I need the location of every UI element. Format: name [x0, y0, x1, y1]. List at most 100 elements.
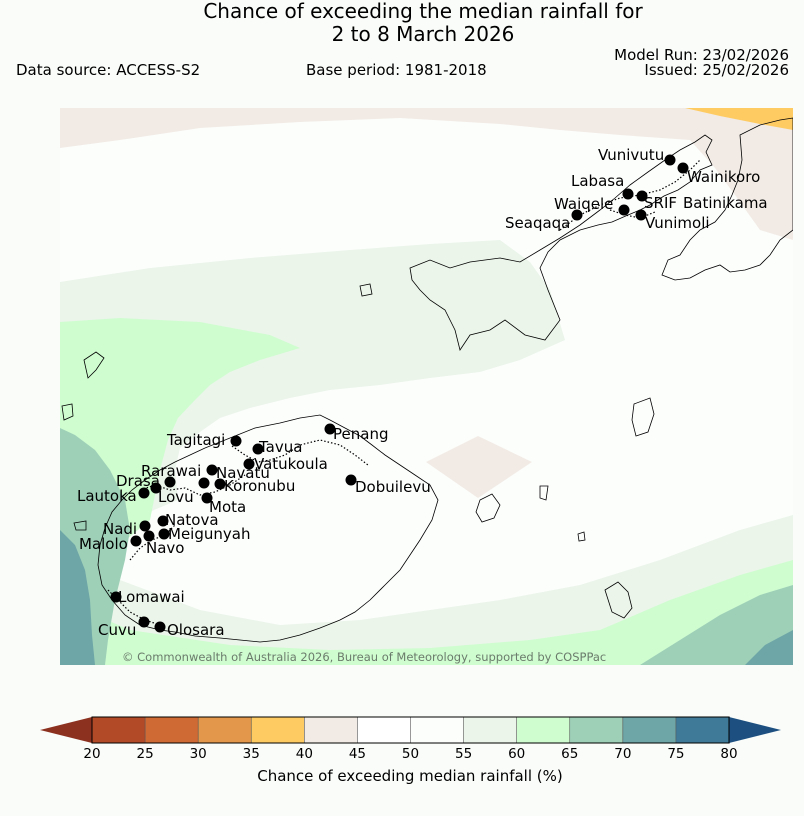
place-label: Mota	[209, 498, 246, 516]
island-coast	[83, 351, 105, 379]
probability-map: Vunivutu Wainikoro Labasa Waiqele SRIF B…	[60, 108, 793, 665]
place-label: Waiqele	[554, 195, 613, 213]
copyright-notice: © Commonwealth of Australia 2026, Bureau…	[122, 650, 606, 664]
viti-levu-coast	[97, 414, 439, 643]
place-label: Drasa	[116, 472, 160, 490]
marker-wainikoro[interactable]	[677, 162, 689, 174]
colorbar-tick-label: 35	[243, 746, 260, 762]
marker-navatu[interactable]	[198, 477, 210, 489]
marker-seaqaqa[interactable]	[571, 209, 583, 221]
island-coast	[577, 531, 586, 542]
colorbar-segment	[622, 716, 677, 744]
place-label: Vatukoula	[254, 455, 328, 473]
model-run: Model Run: 23/02/2026	[614, 46, 789, 64]
marker-mota[interactable]	[201, 492, 213, 504]
colorbar-tick-label: 70	[614, 746, 631, 762]
place-label: Wainikoro	[687, 168, 760, 186]
place-label: Vunivutu	[598, 146, 664, 164]
marker-nadi[interactable]	[139, 520, 151, 532]
place-label: Tagitagi	[166, 431, 225, 449]
chart-title: Chance of exceeding the median rainfall …	[0, 0, 804, 46]
zone-70-75-southeast	[745, 630, 793, 665]
marker-malolo[interactable]	[130, 535, 142, 547]
marker-lovu[interactable]	[150, 482, 162, 494]
place-label: Vunimoli	[645, 214, 710, 232]
place-label: Lomawai	[118, 588, 185, 606]
data-source: Data source: ACCESS-S2	[16, 61, 201, 79]
place-label: Meigunyah	[168, 525, 250, 543]
zone-35-40	[685, 108, 793, 130]
coastlines	[61, 117, 793, 643]
marker-vunivutu[interactable]	[664, 154, 676, 166]
place-label: SRIF	[644, 194, 677, 212]
marker-penang[interactable]	[324, 423, 336, 435]
taveuni-coast	[661, 117, 793, 281]
colorbar-tick-label: 65	[561, 746, 578, 762]
colorbar-extend-low	[40, 717, 92, 743]
place-label: Malolo	[79, 535, 128, 553]
marker-olosara[interactable]	[154, 621, 166, 633]
kadavu-coast	[604, 581, 633, 619]
place-label: Seaqaqa	[505, 214, 570, 232]
marker-drasa[interactable]	[164, 476, 176, 488]
station-labels: Vunivutu Wainikoro Labasa Waiqele SRIF B…	[77, 146, 768, 639]
place-label: Cuvu	[98, 621, 136, 639]
marker-tagitagi[interactable]	[230, 435, 242, 447]
vanua-levu-coast	[409, 134, 713, 351]
marker-lautoka[interactable]	[138, 487, 150, 499]
base-period: Base period: 1981-2018	[306, 61, 487, 79]
marker-meigunyah[interactable]	[158, 528, 170, 540]
colorbar-tick-label: 20	[83, 746, 100, 762]
marker-tavua[interactable]	[252, 443, 264, 455]
colorbar-tick-label: 30	[190, 746, 207, 762]
title-line-2: 2 to 8 March 2026	[331, 22, 515, 46]
colorbar-segment	[197, 716, 253, 744]
marker-waiqele[interactable]	[618, 204, 630, 216]
zone-40-45-patch	[426, 436, 532, 498]
place-label: Nadi	[103, 520, 137, 538]
marker-dobuilevu[interactable]	[345, 474, 357, 486]
zone-65-70-southeast	[640, 585, 793, 665]
place-label: Batinikama	[683, 194, 768, 212]
colorbar-segment	[675, 716, 730, 744]
colorbar-tick-label: 40	[296, 746, 313, 762]
place-label: Navo	[146, 539, 184, 557]
marker-navo[interactable]	[143, 530, 155, 542]
marker-srif[interactable]	[636, 190, 648, 202]
district-boundary	[231, 439, 369, 466]
marker-labasa[interactable]	[622, 188, 634, 200]
marker-natova[interactable]	[157, 515, 169, 527]
marker-lomawai[interactable]	[110, 591, 122, 603]
zone-60-65-south	[60, 560, 793, 665]
place-label: Koronubu	[224, 477, 295, 495]
place-label: Dobuilevu	[355, 478, 431, 496]
colorbar-extend-high	[729, 717, 781, 743]
colorbar-tick-label: 80	[720, 746, 737, 762]
marker-cuvu[interactable]	[138, 616, 150, 628]
colorbar-tick-label: 25	[136, 746, 153, 762]
colorbar-segment	[250, 716, 306, 744]
colorbar-tick-label: 75	[667, 746, 684, 762]
island-coast	[631, 397, 655, 437]
island-coast	[61, 403, 74, 421]
place-label: Natova	[165, 511, 219, 529]
colorbar-segment	[357, 716, 412, 744]
place-label: Tavua	[258, 438, 302, 456]
zone-70-75-southwest	[60, 530, 95, 665]
marker-koronubu[interactable]	[214, 478, 226, 490]
colorbar-segment	[410, 716, 465, 744]
place-label: Penang	[333, 425, 388, 443]
place-label: Navatu	[216, 464, 270, 482]
colorbar-segment	[91, 716, 146, 744]
colorbar-segments	[91, 716, 730, 744]
marker-rarawai[interactable]	[206, 464, 218, 476]
marker-vunimoli[interactable]	[635, 209, 647, 221]
marker-vatukoula[interactable]	[243, 458, 255, 470]
place-label: Labasa	[571, 172, 624, 190]
colorbar-segment	[144, 716, 199, 744]
colorbar-ticks: 20 25 30 35 40 45 50 55 60 65 70 75 80	[83, 746, 737, 762]
island-coast	[539, 485, 549, 501]
colorbar-frame	[91, 716, 730, 744]
station-markers	[110, 154, 689, 633]
island-coast	[73, 520, 87, 531]
